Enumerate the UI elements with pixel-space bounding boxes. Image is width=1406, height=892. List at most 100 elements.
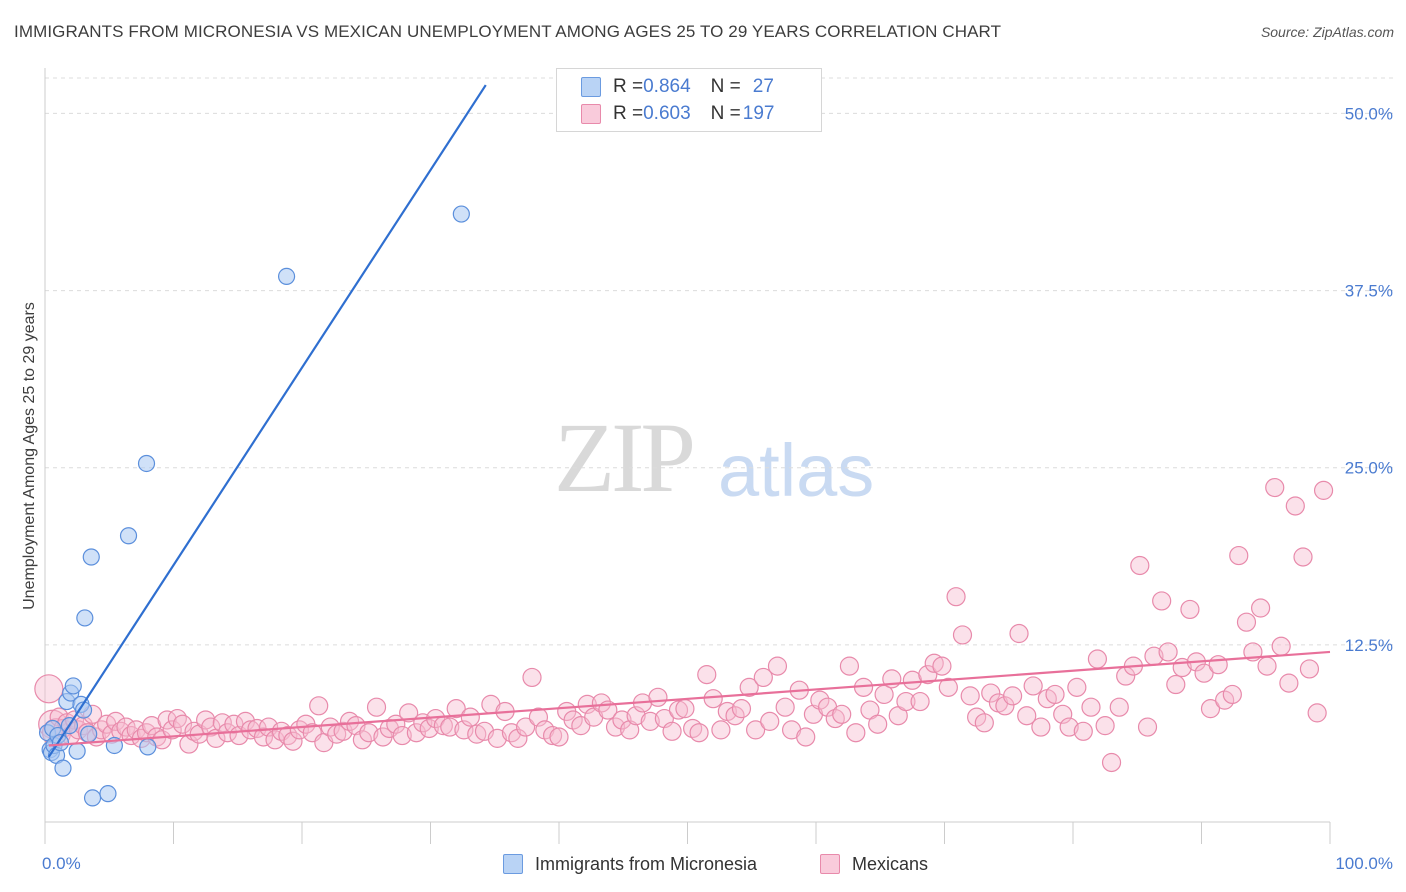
bottom-legend-swatch-mexicans xyxy=(820,854,840,874)
mexicans-point xyxy=(662,721,682,741)
legend-row-mexicans: R = 0.603 N = 197 xyxy=(581,103,774,125)
mexicans-point xyxy=(1130,555,1150,576)
legend-row-micronesia: R = 0.864 N = 27 xyxy=(581,76,774,98)
watermark-atlas: atlas xyxy=(718,429,875,512)
mexicans-point xyxy=(1081,697,1101,717)
mexicans-point xyxy=(1003,686,1023,706)
mexicans-point xyxy=(419,718,439,739)
micronesia-point xyxy=(139,738,157,756)
mexicans-point xyxy=(839,656,860,676)
trend-lines xyxy=(47,84,1331,758)
micronesia-point xyxy=(83,789,102,807)
mexicans-point xyxy=(995,696,1015,716)
legend-r-label: R = xyxy=(613,76,644,97)
mexicans-point xyxy=(1279,673,1299,693)
mexicans-point xyxy=(1158,642,1178,662)
mexicans-point xyxy=(1285,496,1305,516)
y-axis-label: Unemployment Among Ages 25 to 29 years xyxy=(21,302,38,610)
mexicans-point xyxy=(832,704,852,724)
mexicans-point xyxy=(1194,663,1214,683)
mexicans-point xyxy=(932,656,952,676)
legend-swatch-mexicans xyxy=(581,104,601,124)
mexicans-point xyxy=(1095,716,1115,736)
mexicans-point xyxy=(675,699,695,719)
legend-r-value: 0.603 xyxy=(643,103,691,124)
mexicans-point xyxy=(487,728,507,748)
mexicans-point xyxy=(938,677,958,697)
legend-swatch-micronesia xyxy=(581,77,601,97)
bottom-legend-micronesia: Immigrants from Micronesia xyxy=(503,852,757,876)
legend-n-label: N = xyxy=(710,76,741,97)
mexicans-point xyxy=(846,723,866,743)
mexicans-point xyxy=(1222,684,1242,705)
mexicans-point xyxy=(1313,480,1334,500)
mexicans-point xyxy=(1137,717,1158,737)
mexicans-point xyxy=(1265,477,1285,498)
micronesia-point xyxy=(82,548,100,566)
y-tick-label: 50.0% xyxy=(1345,104,1393,123)
legend-n-value: 27 xyxy=(752,76,774,97)
mexicans-point xyxy=(1017,706,1037,726)
mexicans-point xyxy=(1299,659,1320,679)
mexicans-point xyxy=(739,677,759,697)
mexicans-point xyxy=(1208,655,1228,675)
mexicans-point xyxy=(366,697,387,717)
y-tick-label: 12.5% xyxy=(1345,636,1393,655)
tick-labels: 12.5% 25.0% 37.5% 50.0% 0.0% 100.0% xyxy=(42,104,1393,873)
axes xyxy=(44,68,1331,844)
watermark-zip: ZIP xyxy=(554,402,696,513)
mexicans-point xyxy=(981,683,1001,703)
mexicans-point xyxy=(775,697,795,717)
bottom-legend-swatch-micronesia xyxy=(503,854,523,874)
mexicans-point xyxy=(1045,684,1065,705)
micronesia-point xyxy=(452,205,470,223)
mexicans-point xyxy=(1229,545,1249,566)
x-tick-label: 0.0% xyxy=(42,854,81,873)
mexicans-point xyxy=(620,720,640,740)
mexicans-point xyxy=(460,707,480,727)
mexicans-point xyxy=(1152,591,1172,611)
mexicans-point xyxy=(309,696,329,716)
mexicans-point xyxy=(924,653,944,673)
mexicans-point xyxy=(697,665,717,685)
micronesia-point xyxy=(76,609,94,627)
mexicans-point xyxy=(542,725,563,746)
micronesia-point xyxy=(99,785,117,803)
mexicans-point xyxy=(810,690,830,710)
mexicans-point xyxy=(522,667,542,688)
mexicans-point xyxy=(1166,674,1186,695)
bottom-legend-label-mexicans: Mexicans xyxy=(852,853,929,874)
micronesia-point xyxy=(137,454,156,473)
mexicans-point xyxy=(1251,598,1271,618)
mexicans-point xyxy=(278,725,298,746)
mexicans-point xyxy=(1307,703,1327,723)
mexicans-point xyxy=(668,700,689,720)
mexicans-point xyxy=(467,724,487,744)
mexicans-point xyxy=(952,625,973,645)
mexicans-point xyxy=(711,720,731,740)
mexicans-point xyxy=(106,711,126,731)
mexicans-point xyxy=(868,714,888,734)
micronesia-point xyxy=(277,267,296,285)
mexicans-point xyxy=(1180,599,1200,620)
mexicans-point xyxy=(1257,656,1277,676)
mexicans-point xyxy=(167,708,187,729)
micronesia-point xyxy=(54,759,72,777)
micronesia-trend-line xyxy=(47,84,487,758)
mexicans-point xyxy=(399,703,419,723)
mexicans-point xyxy=(508,728,528,748)
mexicans-point xyxy=(1087,649,1108,669)
mexicans-point xyxy=(392,725,412,746)
gridlines xyxy=(45,77,1395,646)
mexicans-point xyxy=(359,723,379,743)
mexicans-point xyxy=(796,727,816,747)
mexicans-point xyxy=(1101,752,1122,773)
y-tick-label: 25.0% xyxy=(1345,459,1393,478)
legend-r-value: 0.864 xyxy=(643,76,691,97)
stats-legend: R = 0.864 N = 27 R = 0.603 N = 197 xyxy=(556,68,822,132)
mexicans-point xyxy=(1271,636,1291,656)
mexicans-point xyxy=(910,691,930,712)
mexicans-trend-line xyxy=(48,650,1331,747)
x-tick-label: 100.0% xyxy=(1335,854,1393,873)
